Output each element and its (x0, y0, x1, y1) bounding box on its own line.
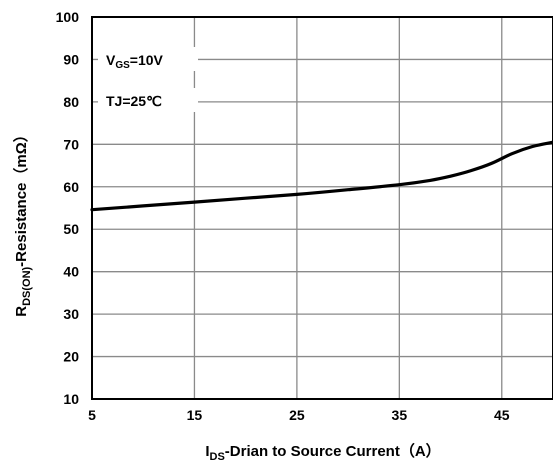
y-tick-label: 60 (63, 179, 79, 195)
series-layer (90, 140, 553, 212)
grid (91, 16, 553, 400)
tj-annotation: TJ=25℃ (106, 93, 162, 109)
vgs-annotation-background (98, 47, 198, 71)
annotation-boxes (98, 47, 198, 112)
y-tick-label: 70 (63, 136, 79, 152)
y-axis-title: RDS(ON)-Resistance（mΩ） (12, 127, 33, 317)
x-tick-label: 25 (289, 407, 305, 423)
y-tick-label: 50 (63, 221, 79, 237)
x-axis-title: IDS-Drian to Source Current（A） (205, 442, 440, 463)
x-tick-label: 35 (392, 407, 408, 423)
x-tick-label: 15 (187, 407, 203, 423)
x-tick-labels: 5 15 25 35 45 (88, 407, 510, 423)
y-tick-label: 20 (63, 349, 79, 365)
y-tick-label: 30 (63, 306, 79, 322)
series-line-0 (90, 140, 553, 212)
x-tick-label: 5 (88, 407, 96, 423)
y-tick-labels: 10 20 30 40 50 60 70 80 90 100 (56, 9, 80, 407)
y-tick-label: 80 (63, 94, 79, 110)
y-tick-label: 90 (63, 51, 79, 67)
x-tick-label: 45 (494, 407, 510, 423)
y-tick-label: 100 (56, 9, 80, 25)
vgs-annotation: VGS=10V (106, 52, 164, 71)
plot-frame (91, 16, 553, 400)
y-tick-label: 10 (63, 391, 79, 407)
y-tick-label: 40 (63, 264, 79, 280)
tj-annotation-background (98, 88, 198, 112)
